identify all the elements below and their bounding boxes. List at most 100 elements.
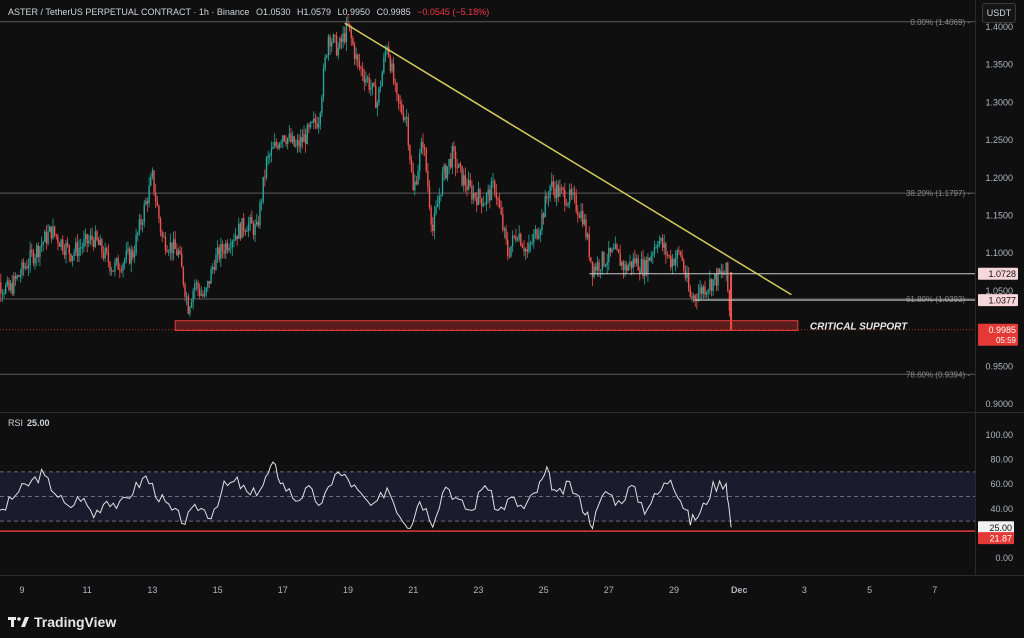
candle-body <box>89 235 92 241</box>
candle <box>66 237 69 248</box>
candle <box>415 176 418 186</box>
candle <box>642 250 644 280</box>
candle-body <box>417 171 419 185</box>
candle <box>539 228 542 243</box>
chart-area[interactable]: 1.50001.45001.40001.35001.30001.25001.20… <box>0 0 1024 610</box>
candle-body <box>181 253 183 268</box>
candle <box>523 239 525 257</box>
candle <box>27 258 30 276</box>
candle-body <box>399 101 401 105</box>
candle <box>220 237 222 267</box>
candle-body <box>319 113 321 125</box>
symbol-title[interactable]: ASTER / TetherUS PERPETUAL CONTRACT · 1h… <box>8 7 250 17</box>
candle-body <box>251 217 253 224</box>
candle <box>489 185 491 209</box>
candle <box>430 204 432 233</box>
candle-body <box>344 33 346 43</box>
candle <box>371 82 374 96</box>
candle <box>331 38 333 53</box>
candle-body <box>234 235 237 241</box>
candle <box>290 127 292 144</box>
candle-body <box>714 273 716 280</box>
candle-body <box>220 244 222 260</box>
candle-body <box>472 192 475 200</box>
candle <box>216 240 219 264</box>
candle <box>31 243 33 257</box>
tradingview-logo[interactable]: TradingView <box>8 614 116 630</box>
candle-body <box>585 219 587 238</box>
candle-body <box>635 258 638 264</box>
candle-body <box>544 196 546 218</box>
candle-body <box>549 185 551 198</box>
candle <box>107 243 110 268</box>
candle <box>296 133 299 153</box>
candle <box>366 75 369 84</box>
candle-body <box>494 181 496 193</box>
candle-body <box>301 137 304 143</box>
candle-body <box>273 142 276 148</box>
candle <box>16 274 18 281</box>
rsi-title[interactable]: RSI <box>8 418 24 428</box>
candle-body <box>285 140 287 144</box>
candle <box>84 228 87 247</box>
candle-body <box>326 55 328 58</box>
candle-body <box>627 265 630 271</box>
candle <box>689 284 691 298</box>
chart-canvas[interactable]: 1.50001.45001.40001.35001.30001.25001.20… <box>0 0 1024 610</box>
candle <box>317 116 320 134</box>
candle <box>681 249 683 262</box>
candle-body <box>578 215 581 218</box>
candle <box>502 206 504 233</box>
candle-body <box>674 258 677 266</box>
candle-body <box>316 123 318 128</box>
candle-body <box>32 251 35 264</box>
candle-body <box>317 124 320 128</box>
candle-body <box>34 257 36 264</box>
candle <box>389 54 392 74</box>
price-tick-label: 1.4000 <box>985 22 1013 32</box>
candle-body <box>526 249 528 252</box>
trendline <box>344 22 792 296</box>
candle-body <box>694 295 696 299</box>
candle <box>146 197 149 212</box>
candle-body <box>453 146 455 152</box>
candle-body <box>507 239 509 256</box>
candle-body <box>590 257 592 262</box>
candle-body <box>254 224 256 236</box>
candle-body <box>705 292 708 295</box>
candle-body <box>39 246 41 258</box>
candle <box>314 113 317 130</box>
candle-body <box>461 165 463 186</box>
time-tick-label: 23 <box>473 585 483 595</box>
candle <box>228 243 230 253</box>
candle <box>35 243 38 267</box>
candle <box>304 128 307 153</box>
candle <box>78 239 80 263</box>
candle-body <box>185 296 188 298</box>
candle-body <box>583 219 586 225</box>
candle-body <box>60 239 62 247</box>
candle <box>350 25 352 46</box>
candle <box>316 116 318 130</box>
candle <box>575 188 577 214</box>
time-tick-label: 15 <box>213 585 223 595</box>
candle-body <box>5 285 7 293</box>
candle <box>112 270 114 273</box>
candle-body <box>264 176 266 178</box>
candle <box>267 150 269 166</box>
candle-body <box>0 282 2 294</box>
candle <box>189 305 191 317</box>
candle <box>479 187 481 204</box>
candle <box>6 276 9 288</box>
candle <box>242 213 245 237</box>
candle-body <box>49 226 51 232</box>
candle <box>643 256 646 285</box>
candle <box>71 255 74 267</box>
candle-body <box>84 234 87 240</box>
currency-button[interactable]: USDT <box>982 3 1016 23</box>
candle <box>536 228 538 241</box>
candle-body <box>283 135 286 141</box>
candle-body <box>21 262 23 275</box>
price-tag-label: 0.9985 <box>988 325 1016 335</box>
candle-body <box>485 194 488 205</box>
